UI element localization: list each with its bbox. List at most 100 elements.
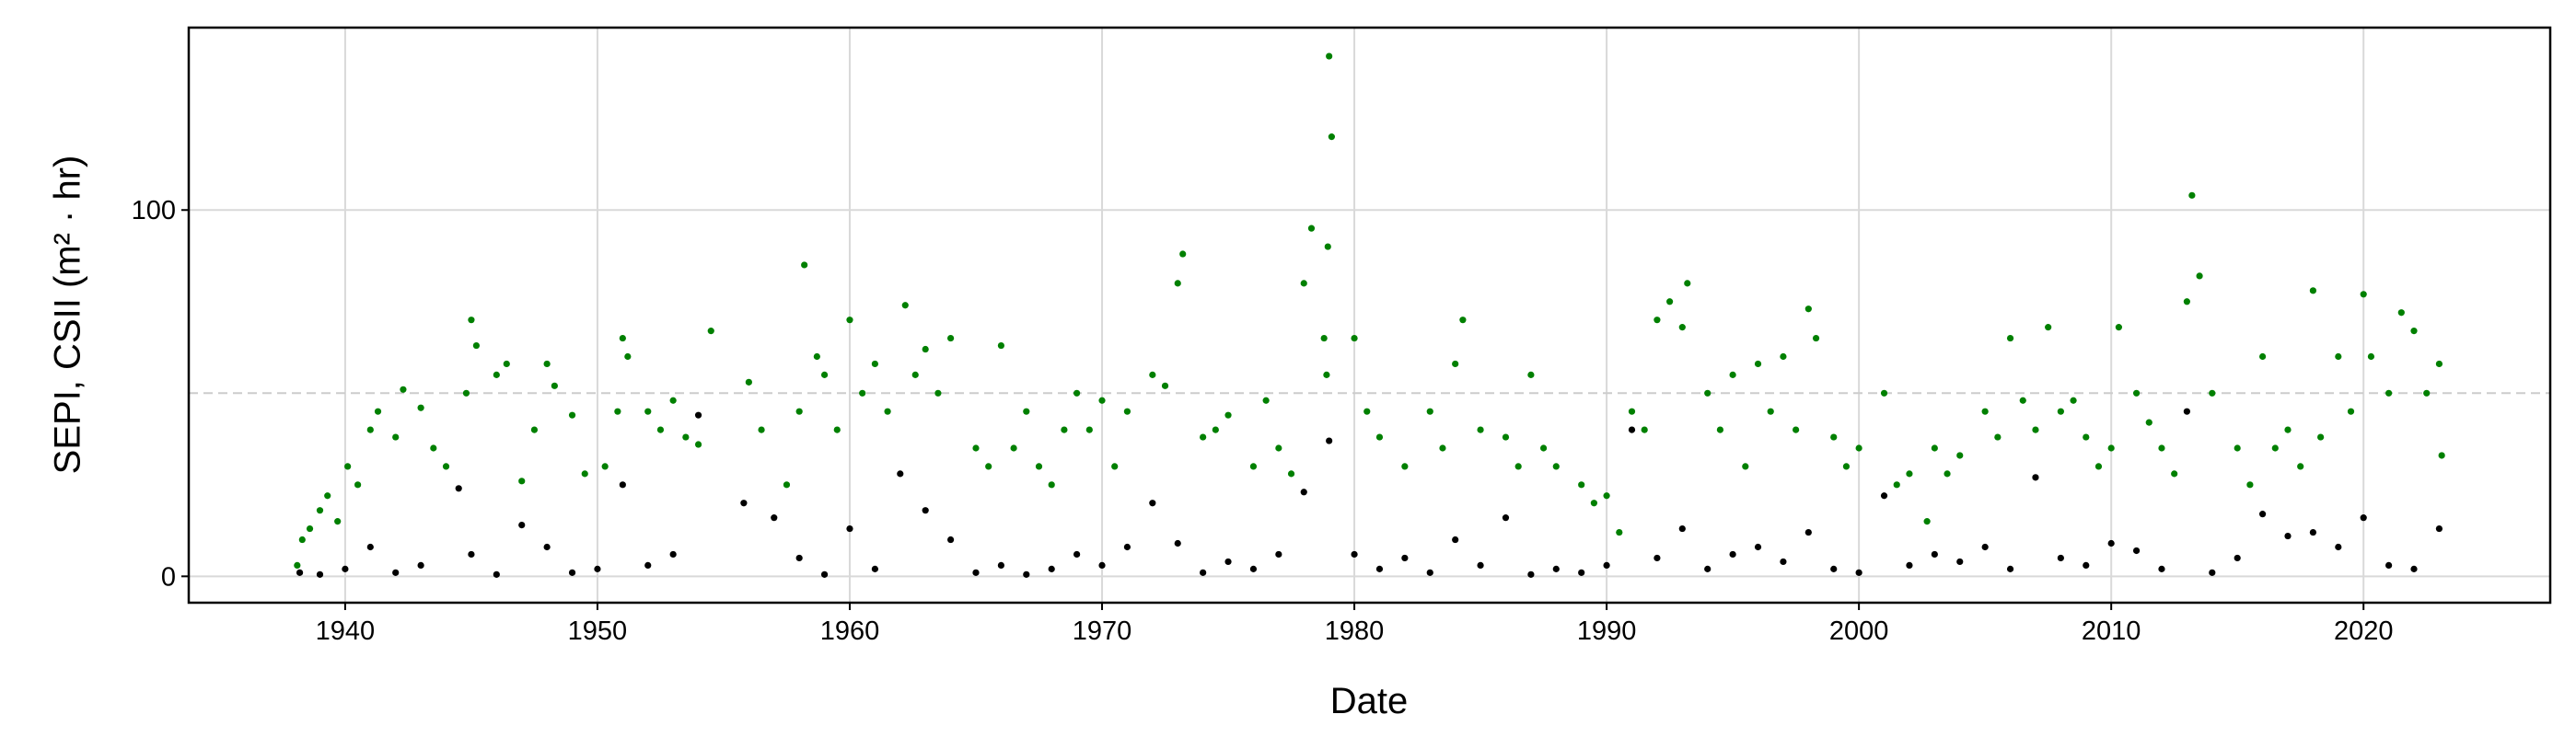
data-point <box>1578 569 1585 576</box>
data-point <box>1174 280 1181 287</box>
data-point <box>1812 334 1820 342</box>
x-tick-label: 1940 <box>316 616 376 646</box>
data-point <box>669 550 677 559</box>
data-point <box>1767 408 1774 415</box>
data-point <box>2107 539 2115 547</box>
data-point <box>334 518 342 525</box>
data-point <box>366 543 374 551</box>
data-point <box>2183 408 2190 415</box>
data-point <box>1590 500 1597 507</box>
data-point <box>682 433 690 441</box>
data-point <box>846 317 853 324</box>
data-point <box>294 561 301 569</box>
data-point <box>1324 243 1331 250</box>
data-point <box>462 389 470 397</box>
data-point <box>901 302 909 309</box>
data-point <box>1098 561 1106 569</box>
data-point <box>2094 463 2103 470</box>
data-point <box>1956 452 1964 459</box>
data-point <box>1603 561 1610 569</box>
data-point <box>1552 565 1560 572</box>
data-point <box>624 352 632 361</box>
data-point <box>1716 426 1724 433</box>
data-point <box>1704 565 1712 572</box>
data-point <box>2057 554 2064 562</box>
data-point <box>1502 514 1510 522</box>
data-point <box>972 569 980 576</box>
data-point <box>922 345 929 353</box>
data-point <box>417 561 424 569</box>
x-tick-label: 1950 <box>568 616 628 646</box>
data-point <box>694 411 702 419</box>
data-point <box>601 463 609 470</box>
data-point <box>846 524 853 533</box>
data-point <box>2309 528 2317 536</box>
data-point <box>1212 426 1219 433</box>
data-point <box>530 426 539 433</box>
data-point <box>1684 280 1691 287</box>
data-point <box>2045 324 2052 331</box>
data-point <box>2385 389 2393 397</box>
data-point <box>1073 389 1081 397</box>
data-point <box>1603 492 1610 500</box>
data-point <box>1452 360 1459 368</box>
data-point <box>392 569 400 576</box>
data-point <box>2397 309 2405 317</box>
data-point <box>2107 444 2115 452</box>
data-point <box>1174 539 1181 547</box>
data-point <box>1654 554 1661 562</box>
data-point <box>1830 565 1838 572</box>
data-point <box>1880 389 1888 397</box>
data-point <box>1704 389 1712 397</box>
x-tick-label: 1990 <box>1577 616 1637 646</box>
data-point <box>344 463 352 470</box>
data-point <box>820 570 829 578</box>
data-point <box>503 360 510 368</box>
data-point <box>922 507 929 514</box>
data-point <box>1073 550 1081 559</box>
data-point <box>1439 444 1446 452</box>
data-point <box>1010 444 1017 452</box>
data-point <box>783 481 791 489</box>
data-point <box>2183 298 2190 305</box>
data-point <box>871 565 878 572</box>
data-point <box>911 371 919 378</box>
data-point <box>644 561 652 569</box>
data-point <box>1048 481 1055 489</box>
data-point <box>1804 528 1812 536</box>
y-tick-label: 100 <box>132 196 176 225</box>
data-point <box>1023 408 1030 415</box>
data-point <box>1578 481 1585 489</box>
data-point <box>2367 352 2375 361</box>
data-point <box>442 463 450 470</box>
data-point <box>1111 463 1119 470</box>
data-point <box>1328 133 1335 141</box>
data-point <box>1729 550 1736 559</box>
data-point <box>2284 532 2292 540</box>
data-point <box>1539 444 1548 452</box>
data-point <box>1880 492 1888 500</box>
data-point <box>946 334 955 342</box>
data-point <box>1754 543 1762 551</box>
data-point <box>366 426 374 433</box>
data-point <box>1552 463 1560 470</box>
data-point <box>795 554 803 562</box>
data-point <box>298 536 306 544</box>
data-point <box>1855 444 1862 452</box>
data-point <box>2019 397 2026 404</box>
y-tick-label: 0 <box>161 562 176 592</box>
data-point <box>316 570 324 578</box>
data-point <box>2188 191 2196 199</box>
data-point <box>2209 389 2216 397</box>
data-point <box>2209 569 2216 576</box>
x-tick-label: 2010 <box>2082 616 2141 646</box>
data-point <box>2057 408 2064 415</box>
data-point <box>1931 550 1938 559</box>
data-point <box>1287 470 1295 478</box>
data-point <box>417 404 424 411</box>
data-point <box>1514 463 1522 470</box>
data-point <box>656 426 665 433</box>
data-point <box>1200 569 1207 576</box>
data-point <box>1842 463 1851 470</box>
